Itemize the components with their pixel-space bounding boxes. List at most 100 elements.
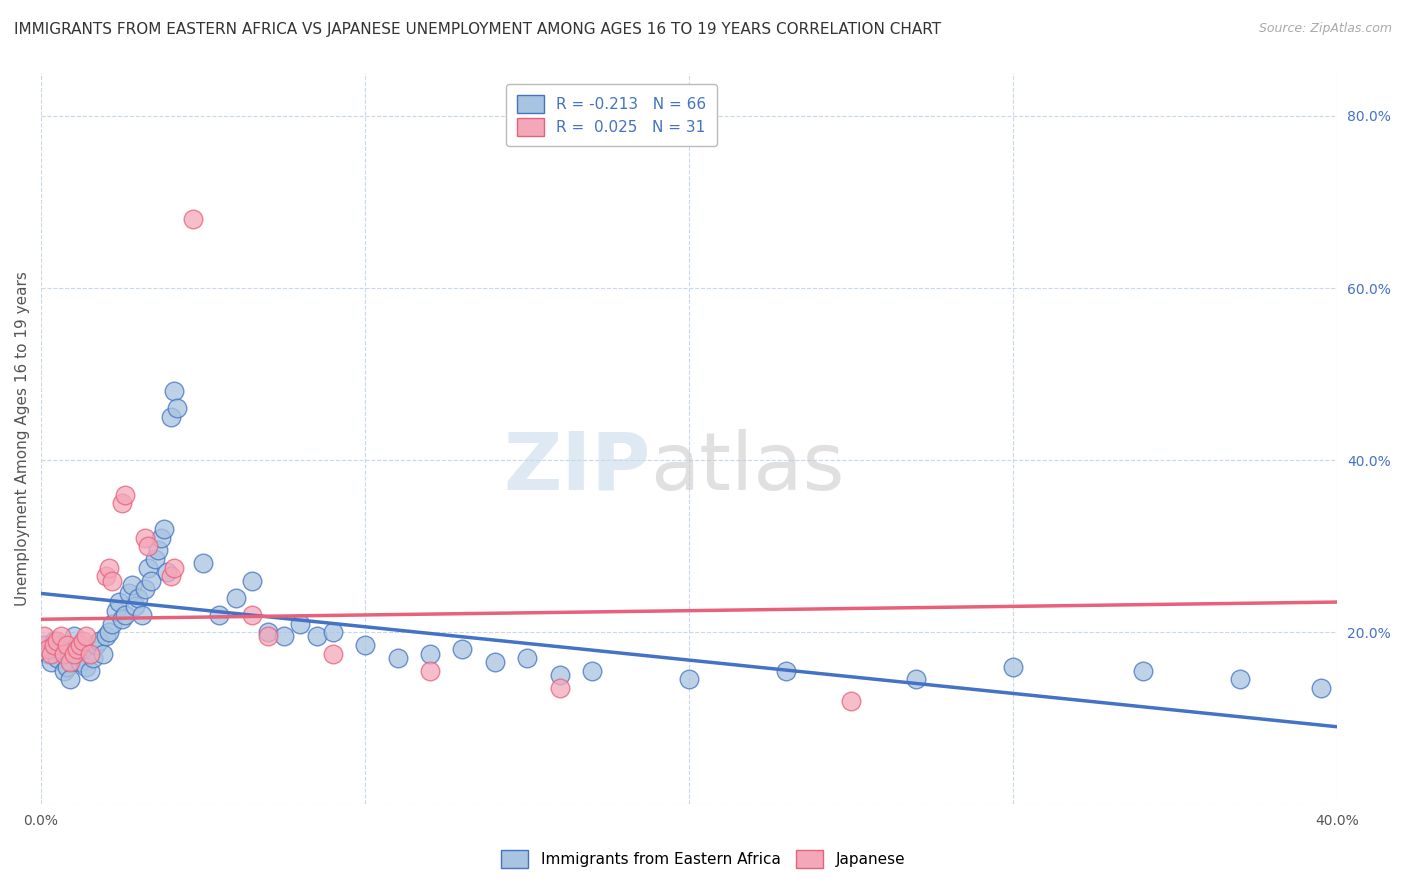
Point	[114, 607, 136, 622]
Point	[111, 496, 134, 510]
Text: ZIP: ZIP	[503, 429, 651, 507]
Point	[131, 607, 153, 622]
Point	[76, 659, 98, 673]
Y-axis label: Unemployment Among Ages 16 to 19 years: Unemployment Among Ages 16 to 19 years	[15, 271, 30, 606]
Point	[134, 531, 156, 545]
Point	[290, 616, 312, 631]
Point	[775, 664, 797, 678]
Point	[59, 655, 82, 669]
Point	[166, 401, 188, 416]
Point	[46, 651, 69, 665]
Point	[84, 638, 107, 652]
Point	[82, 651, 104, 665]
Point	[141, 574, 163, 588]
Point	[183, 212, 205, 227]
Point	[905, 673, 928, 687]
Point	[37, 642, 59, 657]
Point	[678, 673, 700, 687]
Point	[121, 578, 143, 592]
Point	[94, 569, 117, 583]
Point	[322, 625, 344, 640]
Point	[1132, 664, 1154, 678]
Point	[111, 612, 134, 626]
Point	[156, 565, 179, 579]
Point	[56, 659, 79, 673]
Point	[101, 574, 124, 588]
Point	[1310, 681, 1333, 695]
Point	[124, 599, 146, 614]
Point	[548, 668, 571, 682]
Point	[153, 522, 176, 536]
Point	[62, 630, 84, 644]
Point	[354, 638, 377, 652]
Point	[62, 647, 84, 661]
Point	[56, 638, 79, 652]
Point	[52, 647, 75, 661]
Point	[451, 642, 474, 657]
Legend: Immigrants from Eastern Africa, Japanese: Immigrants from Eastern Africa, Japanese	[494, 843, 912, 875]
Point	[516, 651, 538, 665]
Point	[305, 630, 328, 644]
Point	[98, 560, 121, 574]
Point	[240, 607, 263, 622]
Point	[52, 664, 75, 678]
Point	[150, 531, 173, 545]
Point	[240, 574, 263, 588]
Point	[42, 633, 65, 648]
Point	[839, 694, 862, 708]
Point	[34, 638, 56, 652]
Point	[66, 642, 89, 657]
Text: IMMIGRANTS FROM EASTERN AFRICA VS JAPANESE UNEMPLOYMENT AMONG AGES 16 TO 19 YEAR: IMMIGRANTS FROM EASTERN AFRICA VS JAPANE…	[14, 22, 941, 37]
Point	[108, 595, 131, 609]
Point	[101, 616, 124, 631]
Point	[79, 647, 101, 661]
Point	[46, 633, 69, 648]
Point	[143, 552, 166, 566]
Point	[37, 647, 59, 661]
Point	[387, 651, 409, 665]
Text: atlas: atlas	[651, 429, 845, 507]
Point	[208, 607, 231, 622]
Point	[136, 539, 159, 553]
Point	[49, 630, 72, 644]
Point	[89, 633, 111, 648]
Point	[69, 655, 91, 669]
Point	[257, 625, 280, 640]
Point	[225, 591, 247, 605]
Point	[127, 591, 149, 605]
Point	[134, 582, 156, 596]
Point	[91, 647, 114, 661]
Point	[159, 569, 181, 583]
Point	[136, 560, 159, 574]
Text: Source: ZipAtlas.com: Source: ZipAtlas.com	[1258, 22, 1392, 36]
Point	[257, 630, 280, 644]
Point	[76, 630, 98, 644]
Point	[39, 655, 62, 669]
Point	[163, 384, 186, 399]
Point	[66, 647, 89, 661]
Point	[98, 625, 121, 640]
Point	[104, 604, 127, 618]
Point	[72, 642, 94, 657]
Point	[163, 560, 186, 574]
Point	[322, 647, 344, 661]
Point	[79, 664, 101, 678]
Point	[419, 647, 441, 661]
Point	[59, 673, 82, 687]
Point	[69, 638, 91, 652]
Point	[146, 543, 169, 558]
Point	[94, 630, 117, 644]
Point	[419, 664, 441, 678]
Legend: R = -0.213   N = 66, R =  0.025   N = 31: R = -0.213 N = 66, R = 0.025 N = 31	[506, 84, 717, 146]
Point	[484, 655, 506, 669]
Point	[72, 633, 94, 648]
Point	[581, 664, 603, 678]
Point	[49, 642, 72, 657]
Point	[114, 487, 136, 501]
Point	[117, 586, 139, 600]
Point	[39, 647, 62, 661]
Point	[1002, 659, 1025, 673]
Point	[1229, 673, 1251, 687]
Point	[548, 681, 571, 695]
Point	[42, 638, 65, 652]
